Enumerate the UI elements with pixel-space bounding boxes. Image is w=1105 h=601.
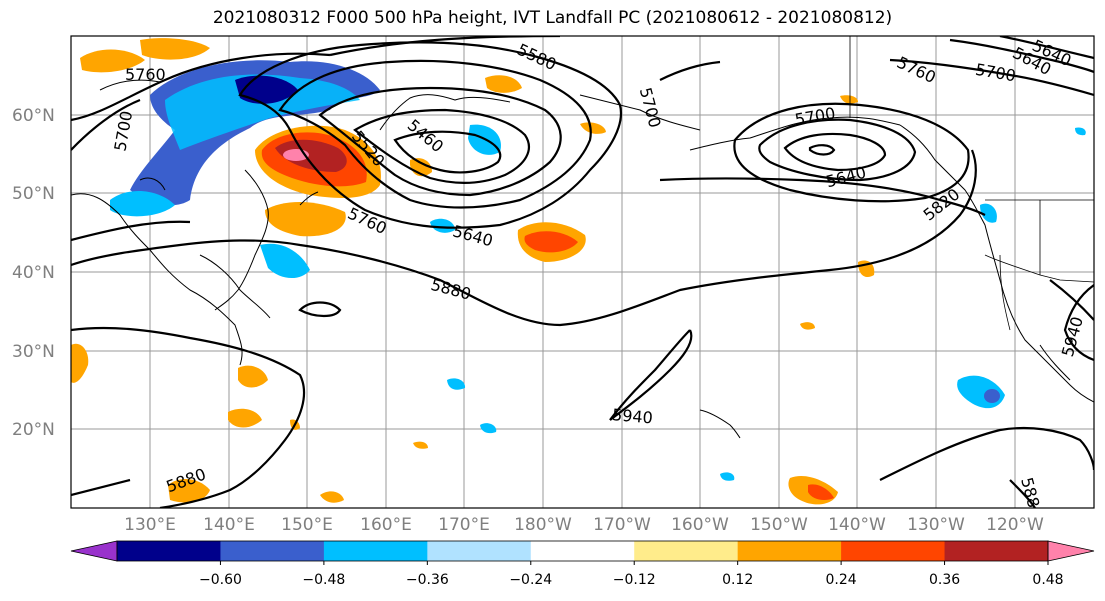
lon-label: 170°W — [593, 515, 651, 535]
lat-label: 30°N — [12, 342, 55, 362]
colorbar-extend-max — [1047, 540, 1095, 562]
lon-label: 180°W — [514, 515, 572, 535]
colorbar-tick-label: −0.60 — [199, 572, 242, 588]
lon-label: 150°E — [281, 515, 333, 535]
colorbar-ticks: −0.60 −0.48 −0.36 −0.24 −0.12 0.12 0.24 0.36 0.4… — [199, 561, 1064, 588]
lat-label: 50°N — [12, 184, 55, 204]
lon-label: 170°E — [438, 515, 490, 535]
graticule — [71, 36, 1094, 508]
lon-label: 130°W — [907, 515, 965, 535]
colorbar-segment — [323, 541, 428, 561]
colorbar-segment — [841, 541, 946, 561]
colorbar-tick-label: −0.24 — [509, 572, 552, 588]
colorbar-extend-min — [70, 540, 118, 562]
colorbar-segment — [427, 541, 532, 561]
lat-label: 60°N — [12, 106, 55, 126]
lat-label: 20°N — [12, 420, 55, 440]
lon-label: 120°W — [986, 515, 1044, 535]
colorbar-tick-label: 0.36 — [929, 572, 960, 588]
lat-label: 40°N — [12, 263, 55, 283]
height-contours — [71, 36, 1094, 508]
colorbar-segment — [530, 541, 635, 561]
colorbar-segment — [737, 541, 842, 561]
contour-label: 5760 — [125, 65, 166, 84]
map-title: 2021080312 F000 500 hPa height, IVT Land… — [212, 8, 893, 28]
lon-label: 150°W — [750, 515, 808, 535]
coastlines — [71, 79, 1094, 439]
lon-label: 140°W — [828, 515, 886, 535]
latitude-labels: 60°N 50°N 40°N 30°N 20°N — [12, 106, 55, 440]
lon-label: 140°E — [203, 515, 255, 535]
plot-frame — [70, 35, 1095, 509]
lon-label: 160°W — [671, 515, 729, 535]
colorbar-segment — [117, 541, 221, 561]
colorbar-tick-label: 0.24 — [826, 572, 857, 588]
colorbar-segment — [634, 541, 739, 561]
colorbar-tick-label: −0.12 — [613, 572, 656, 588]
contour-label: 5940 — [611, 405, 653, 427]
longitude-labels: 130°E 140°E 150°E 160°E 170°E 180°W 170°… — [124, 515, 1044, 535]
colorbar-tick-label: −0.48 — [302, 572, 345, 588]
colorbar-segment — [220, 541, 325, 561]
lon-label: 130°E — [124, 515, 176, 535]
colorbar — [70, 540, 1095, 562]
colorbar-frame — [116, 540, 1049, 562]
colorbar-tick-label: 0.12 — [722, 572, 753, 588]
colorbar-segment — [944, 541, 1049, 561]
colorbar-tick-label: −0.36 — [406, 572, 449, 588]
colorbar-tick-label: 0.48 — [1032, 572, 1063, 588]
lon-label: 160°E — [360, 515, 412, 535]
ivt-positive-shading — [71, 38, 875, 505]
